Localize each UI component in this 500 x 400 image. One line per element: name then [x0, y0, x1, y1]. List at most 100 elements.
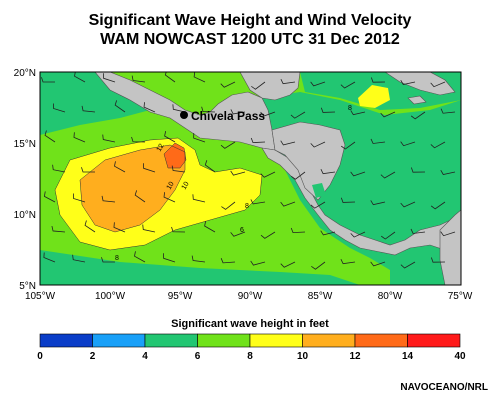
- wind-barb: [400, 79, 416, 85]
- wind-barb: [310, 81, 326, 87]
- credit-label: NAVOCEANO/NRL: [400, 382, 488, 393]
- colorbar-segment: [144, 333, 198, 348]
- wind-barb: [430, 201, 446, 210]
- contour-label: 12: [156, 143, 166, 153]
- wind-barb: [41, 77, 55, 83]
- chart-title: Significant Wave Height and Wind Velocit…: [88, 12, 412, 29]
- wind-barb: [350, 231, 366, 238]
- colorbar-tick-label: 14: [402, 351, 414, 362]
- contour-label: 10: [181, 181, 191, 191]
- chart-subtitle: WAM NOWCAST 1200 UTC 31 Dec 2012: [100, 31, 400, 48]
- colorbar-segment: [92, 333, 146, 348]
- wind-barb: [410, 167, 426, 173]
- land-honduras: [271, 121, 346, 201]
- colorbar-segment: [249, 333, 303, 348]
- lon-label: 85°W: [308, 291, 333, 302]
- wind-barb: [171, 165, 186, 173]
- colorbar-tick-label: 2: [90, 351, 96, 362]
- wind-barb: [311, 261, 326, 270]
- wind-barb: [340, 259, 356, 265]
- wind-barb: [370, 138, 386, 144]
- wind-barb: [260, 171, 276, 178]
- colorbar-segment: [407, 333, 461, 348]
- wind-barb: [134, 251, 146, 263]
- wind-barb: [221, 201, 236, 210]
- wind-barb: [142, 224, 156, 233]
- wind-barb: [44, 130, 56, 143]
- contour-line: [79, 144, 186, 233]
- wind-barb: [74, 72, 86, 83]
- wind-barb: [250, 199, 266, 205]
- wind-barb: [143, 163, 156, 173]
- wind-barb: [114, 100, 126, 113]
- colorbar-segment: [302, 333, 356, 348]
- wind-barb: [73, 132, 86, 143]
- wind-barb: [341, 141, 356, 150]
- wind-barb: [101, 195, 116, 203]
- lon-label: 75°W: [448, 291, 473, 302]
- wind-barb: [73, 193, 86, 203]
- wind-barb: [440, 169, 456, 175]
- wind-barb: [220, 141, 236, 149]
- wind-barb: [43, 252, 56, 263]
- lon-label: 105°W: [25, 291, 56, 302]
- wind-barb: [440, 231, 456, 237]
- wind-barb: [43, 191, 56, 203]
- wind-barb: [430, 257, 446, 263]
- wind-barb: [113, 222, 126, 233]
- wind-barb: [370, 77, 386, 83]
- wind-barb: [290, 111, 306, 119]
- wind-barb: [280, 79, 296, 85]
- colorbar-tick-label: 8: [247, 351, 253, 362]
- wind-barb: [230, 231, 246, 237]
- chivela-pass-label: Chivela Pass: [191, 109, 265, 123]
- colorbar-tick-label: 12: [349, 351, 361, 362]
- wind-barb: [84, 220, 96, 233]
- lat-label: 10°N: [14, 210, 36, 221]
- wind-barb: [410, 228, 426, 234]
- wind-barb: [131, 75, 146, 83]
- wind-barb: [250, 260, 266, 266]
- wind-barb: [320, 230, 336, 236]
- lon-label: 90°W: [238, 291, 263, 302]
- lon-label: 80°W: [378, 291, 403, 302]
- lat-label: 15°N: [14, 139, 36, 150]
- colorbar-segment: [39, 333, 93, 348]
- wind-barb: [51, 225, 66, 233]
- wind-barb: [340, 81, 356, 89]
- wind-barb: [251, 81, 266, 90]
- wind-barb: [400, 261, 416, 269]
- colorbar-ticks: 0 2 4 6 8 10 12 14 40: [37, 351, 466, 362]
- colorbar-tick-label: 40: [454, 351, 466, 362]
- wind-barb: [280, 140, 296, 146]
- wind-barb: [400, 141, 416, 147]
- contour-label: 8: [245, 203, 249, 210]
- wind-barb: [320, 169, 336, 175]
- sea-10-12-region: [80, 145, 185, 232]
- wind-barb: [381, 231, 396, 240]
- colorbar-tick-label: 0: [37, 351, 43, 362]
- wind-barb: [350, 171, 366, 177]
- wind-barb: [370, 200, 386, 206]
- wind-barb: [410, 111, 426, 120]
- wind-barb: [72, 254, 86, 263]
- contour-label: 8: [348, 105, 352, 112]
- lat-label: 5°N: [19, 281, 36, 292]
- wind-barb: [53, 103, 66, 113]
- colorbar-title: Significant wave height in feet: [171, 318, 329, 330]
- wind-barb: [191, 255, 206, 263]
- wind-barb: [440, 108, 456, 114]
- sea-12-14-region: [164, 143, 186, 168]
- colorbar: [39, 333, 461, 348]
- wind-barb: [230, 170, 246, 176]
- sea-4-6-region-west: [40, 72, 150, 135]
- land-cuba: [384, 72, 456, 96]
- wind-barb: [102, 134, 116, 143]
- colorbar-tick-label: 10: [297, 351, 309, 362]
- land-colombia: [439, 209, 461, 285]
- contour-label: 10: [166, 181, 176, 191]
- wind-barb: [230, 109, 246, 115]
- sea-4-6-region-southwest: [40, 250, 360, 285]
- land-jamaica: [407, 95, 427, 105]
